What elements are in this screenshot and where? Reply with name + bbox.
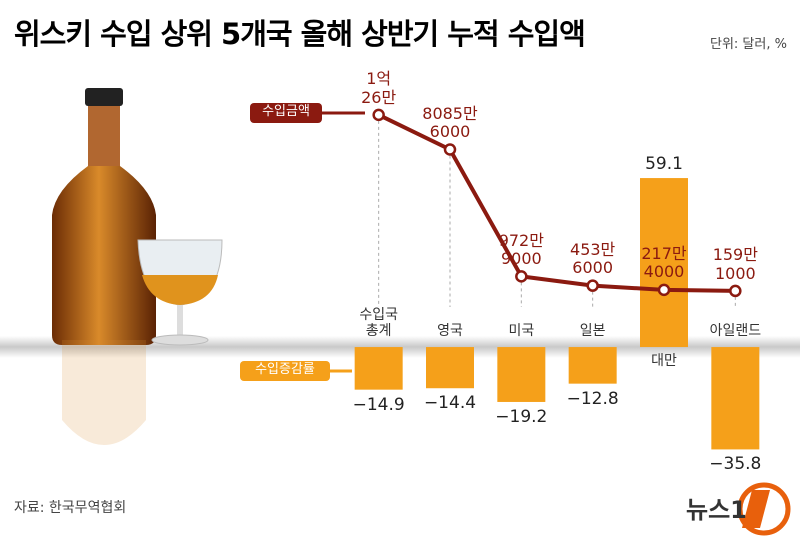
bar [568,347,617,384]
x-tick-label: 미국 [508,322,535,339]
legend-label: 수입증감률 [255,362,315,377]
bar-value-label: −14.9 [352,394,405,415]
bar-value-label: −14.4 [423,393,477,414]
x-tick-label: 아일랜드 [709,322,762,339]
line-point [443,143,457,156]
logo: 뉴스1 [686,496,747,524]
line-value-label: 217만 4000 [641,244,687,282]
bar-value-label: −19.2 [495,406,548,427]
legend-line-tag [250,103,365,123]
bar [711,347,760,450]
unit-note: 단위: 달러, % [710,37,787,52]
line-value-label: 453만 6000 [570,239,616,278]
x-tick-label: 영국 [437,322,463,339]
legend-bar-tag [240,361,352,381]
line-point [586,279,599,292]
bar-value-label: −35.8 [709,454,762,475]
line [377,113,736,293]
x-tick-label: 일본 [579,322,606,339]
legend-label: 수입금액 [262,104,310,119]
chart-title: 위스키 수입 상위 5개국 올해 상반기 누적 수입액 [14,17,586,51]
line-point [729,284,742,298]
line-value-label: 8085만 6000 [422,103,478,142]
bar [354,347,403,390]
bar-value-label: −12.8 [566,388,619,409]
bar-value-label: 59.1 [645,153,683,174]
bar [426,347,474,389]
x-tick-label: 대만 [651,353,677,370]
line-value-label: 159만 1000 [712,245,758,283]
line-point [657,283,671,297]
source: 자료: 한국무역협회 [14,500,127,516]
bar [497,347,546,402]
bar [640,178,688,348]
x-tick-label: 수입국 총계 [359,306,398,339]
line-value-label: 972만 9000 [498,230,544,268]
line-point [515,270,528,283]
line-point [372,108,385,122]
logo-mark [737,482,791,536]
line-value-label: 1억 26만 [361,69,397,107]
bottle-illustration [52,88,223,445]
